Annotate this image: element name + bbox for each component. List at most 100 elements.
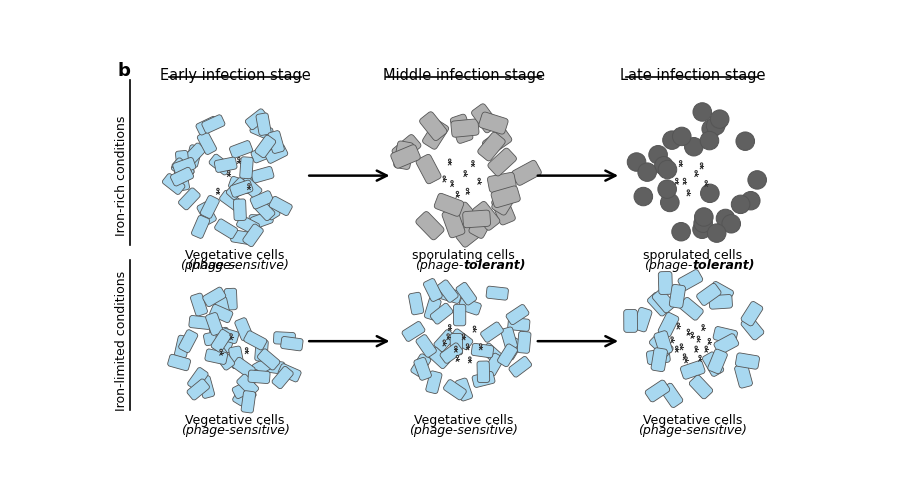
Circle shape (473, 326, 476, 329)
FancyBboxPatch shape (191, 215, 210, 238)
Text: Middle infection stage: Middle infection stage (382, 68, 545, 83)
Circle shape (677, 323, 679, 326)
Text: (phage-: (phage- (187, 259, 235, 272)
FancyBboxPatch shape (198, 132, 217, 155)
FancyBboxPatch shape (647, 292, 671, 316)
Circle shape (707, 117, 725, 135)
Circle shape (684, 178, 686, 181)
FancyBboxPatch shape (231, 230, 253, 244)
FancyBboxPatch shape (197, 202, 216, 225)
FancyBboxPatch shape (741, 302, 763, 326)
Circle shape (705, 180, 708, 183)
FancyBboxPatch shape (256, 113, 271, 135)
FancyBboxPatch shape (697, 283, 721, 306)
FancyBboxPatch shape (645, 380, 670, 402)
FancyBboxPatch shape (211, 329, 232, 352)
FancyBboxPatch shape (272, 366, 293, 389)
Circle shape (687, 329, 689, 332)
FancyBboxPatch shape (237, 374, 258, 396)
FancyBboxPatch shape (229, 346, 244, 369)
FancyBboxPatch shape (425, 371, 442, 394)
Circle shape (447, 334, 449, 336)
Circle shape (708, 224, 726, 242)
Circle shape (693, 220, 711, 238)
FancyBboxPatch shape (172, 158, 194, 179)
FancyBboxPatch shape (274, 332, 295, 345)
FancyBboxPatch shape (506, 305, 529, 325)
Circle shape (443, 340, 446, 342)
Circle shape (220, 349, 222, 352)
FancyBboxPatch shape (214, 157, 237, 172)
FancyBboxPatch shape (233, 199, 246, 220)
FancyBboxPatch shape (230, 180, 253, 197)
FancyBboxPatch shape (491, 186, 520, 207)
Text: Vegetative cells: Vegetative cells (642, 414, 742, 427)
Circle shape (654, 156, 673, 175)
FancyBboxPatch shape (424, 279, 442, 302)
FancyBboxPatch shape (241, 391, 255, 413)
Circle shape (448, 159, 451, 161)
FancyBboxPatch shape (472, 371, 495, 387)
Text: (phage-: (phage- (644, 259, 692, 272)
Circle shape (455, 346, 457, 349)
FancyBboxPatch shape (233, 380, 255, 399)
FancyBboxPatch shape (482, 343, 504, 365)
FancyBboxPatch shape (226, 177, 248, 200)
FancyBboxPatch shape (202, 115, 225, 133)
Circle shape (675, 346, 678, 349)
FancyBboxPatch shape (517, 331, 531, 353)
FancyBboxPatch shape (415, 211, 444, 240)
FancyBboxPatch shape (251, 145, 274, 163)
FancyBboxPatch shape (203, 287, 226, 307)
FancyBboxPatch shape (702, 352, 724, 376)
FancyBboxPatch shape (263, 360, 285, 374)
FancyBboxPatch shape (233, 176, 255, 196)
FancyBboxPatch shape (414, 357, 432, 380)
Text: sporulated cells: sporulated cells (642, 249, 742, 262)
FancyBboxPatch shape (229, 176, 252, 194)
FancyBboxPatch shape (425, 297, 441, 320)
FancyBboxPatch shape (482, 128, 512, 155)
FancyBboxPatch shape (435, 193, 464, 216)
FancyBboxPatch shape (214, 219, 238, 239)
FancyBboxPatch shape (416, 335, 437, 357)
FancyBboxPatch shape (411, 354, 431, 377)
FancyBboxPatch shape (689, 375, 713, 399)
FancyBboxPatch shape (267, 131, 284, 153)
FancyBboxPatch shape (230, 141, 253, 158)
FancyBboxPatch shape (651, 348, 667, 372)
Circle shape (634, 187, 652, 206)
FancyBboxPatch shape (200, 195, 220, 218)
FancyBboxPatch shape (509, 356, 532, 377)
FancyBboxPatch shape (423, 120, 448, 149)
Circle shape (478, 178, 481, 181)
FancyBboxPatch shape (679, 297, 703, 320)
FancyBboxPatch shape (735, 353, 759, 369)
FancyBboxPatch shape (471, 104, 498, 133)
Circle shape (230, 334, 233, 336)
FancyBboxPatch shape (250, 211, 273, 229)
FancyBboxPatch shape (250, 121, 273, 140)
FancyBboxPatch shape (214, 348, 234, 370)
FancyBboxPatch shape (669, 285, 686, 308)
Circle shape (217, 188, 219, 191)
FancyBboxPatch shape (196, 116, 219, 135)
FancyBboxPatch shape (265, 144, 288, 163)
Circle shape (628, 153, 646, 171)
Circle shape (705, 346, 708, 349)
FancyBboxPatch shape (708, 349, 728, 374)
FancyBboxPatch shape (678, 270, 703, 291)
FancyBboxPatch shape (469, 209, 494, 238)
Circle shape (658, 180, 676, 198)
FancyBboxPatch shape (224, 288, 237, 310)
FancyBboxPatch shape (199, 376, 215, 398)
Circle shape (658, 160, 676, 179)
Circle shape (469, 357, 471, 359)
Text: Iron-limited conditions: Iron-limited conditions (115, 271, 128, 411)
FancyBboxPatch shape (175, 168, 189, 191)
Circle shape (695, 170, 698, 173)
Circle shape (698, 336, 699, 339)
FancyBboxPatch shape (486, 286, 508, 300)
FancyBboxPatch shape (492, 186, 517, 215)
FancyBboxPatch shape (215, 297, 231, 319)
